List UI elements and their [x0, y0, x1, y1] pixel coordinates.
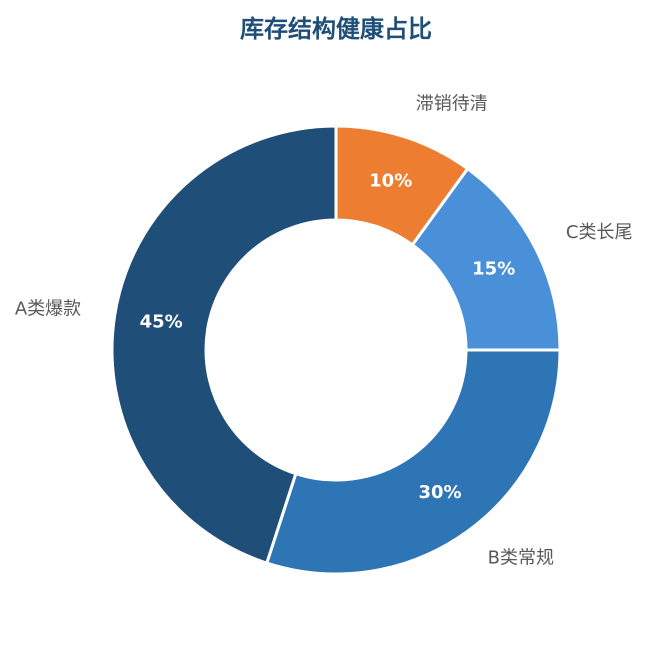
- value-label: 45%: [140, 311, 183, 332]
- value-label: 10%: [369, 171, 412, 192]
- category-label: C类长尾: [566, 222, 633, 243]
- donut-segment: [110, 124, 338, 565]
- category-label: 滞销待清: [416, 94, 488, 115]
- donut-segment: [264, 348, 562, 576]
- value-label: 30%: [418, 482, 461, 503]
- category-label: A类爆款: [15, 299, 81, 320]
- value-label: 15%: [472, 259, 515, 280]
- category-label: B类常规: [488, 548, 554, 569]
- chart-title: 库存结构健康占比: [240, 15, 432, 43]
